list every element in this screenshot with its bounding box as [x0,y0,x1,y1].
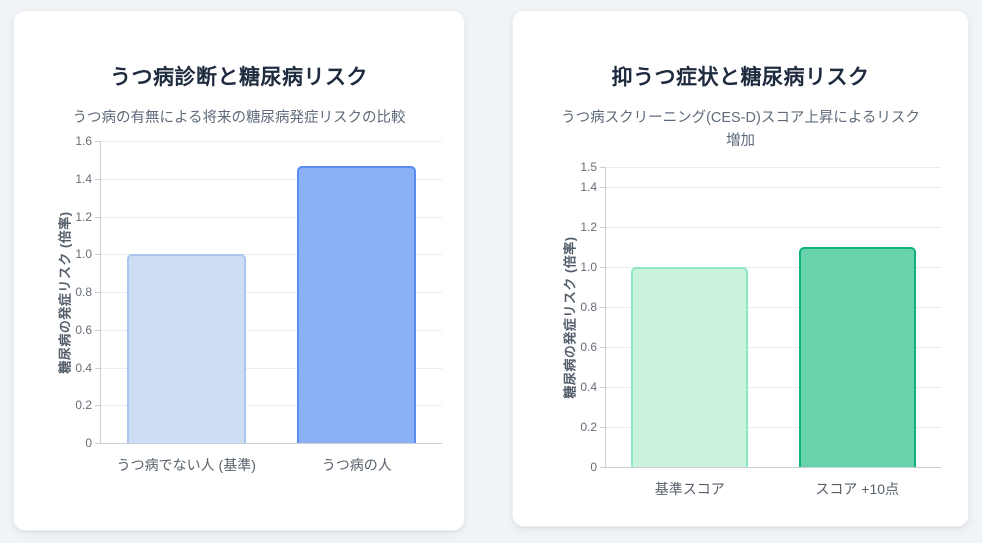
y-axis-title: 糖尿病の発症リスク (倍率) [562,235,578,399]
y-tick-mark [600,167,605,168]
y-tick-label: 0.6 [580,340,597,354]
y-tick-mark [95,329,100,331]
y-tick-label: 0.2 [580,420,597,434]
y-tick-mark [600,387,605,388]
y-tick-mark [95,216,100,218]
x-axis-label: うつ病の人 [321,457,392,473]
y-tick-label: 1.5 [580,160,597,174]
y-gridline [101,178,442,180]
bar-1[interactable] [297,165,417,443]
y-tick-label: 0 [590,460,597,474]
y-gridline [606,387,941,388]
y-tick-mark [95,292,100,293]
y-gridline [101,216,442,218]
y-gridline [101,254,442,256]
y-gridline [101,405,442,407]
chart-title: 抑うつ症状と糖尿病リスク [611,66,870,90]
y-tick-mark [95,178,100,180]
y-tick-mark [95,405,100,407]
y-gridline [606,307,941,308]
y-tick-label: 0.8 [75,285,92,299]
chart-subtitle: うつ病スクリーニング(CES-D)スコア上昇によるリスク増加 [561,109,920,149]
x-axis-label: スコア +10点 [815,481,900,497]
y-tick-label: 1.2 [75,209,92,224]
chart-subtitle: うつ病の有無による将来の糖尿病発症リスクの比較 [72,109,406,126]
chart-card-depression-diagnosis: うつ病診断と糖尿病リスク うつ病の有無による将来の糖尿病発症リスクの比較 0 0.… [13,10,465,531]
y-gridline [101,292,442,293]
y-gridline [101,329,442,331]
plot-area: 0 0.2 0.4 0.6 0.8 1.0 1.2 1.4 1.6 うつ病でない人 (基準) うつ病… [75,134,442,473]
y-tick-mark [600,427,605,428]
bar-1[interactable] [798,247,916,467]
y-tick-label: 0.6 [75,322,92,337]
y-tick-mark [95,443,100,444]
y-gridline [606,267,941,268]
y-gridline [606,167,941,168]
y-gridline [101,141,442,142]
y-tick-label: 0.4 [75,360,92,375]
y-gridline [101,367,442,369]
y-tick-mark [600,467,605,468]
x-axis-label: うつ病でない人 (基準) [116,457,256,473]
y-tick-label: 1.0 [580,260,597,274]
y-tick-mark [600,227,605,228]
plot-area: 0 0.2 0.4 0.6 0.8 1.0 1.2 1.4 1.5 基準スコア スコア +10点 [580,160,941,497]
y-tick-label: 1.4 [580,180,597,194]
y-tick-mark [95,367,100,369]
chart-title: うつ病診断と糖尿病リスク [110,66,368,90]
y-gridline [606,227,941,228]
chart-card-depressive-symptoms: 抑うつ症状と糖尿病リスク うつ病スクリーニング(CES-D)スコア上昇によるリス… [512,10,969,527]
y-tick-label: 0 [85,436,92,450]
bar-0[interactable] [126,254,246,443]
y-tick-mark [95,254,100,256]
y-tick-label: 1.4 [75,171,92,186]
y-axis-title: 糖尿病の発症リスク (倍率) [57,210,73,374]
y-tick-label: 1.6 [75,134,92,148]
y-tick-label: 1.0 [75,247,92,262]
y-tick-mark [600,307,605,308]
y-gridline [606,187,941,188]
y-gridline [606,347,941,348]
y-gridline [606,427,941,428]
x-axis-label: 基準スコア [654,481,725,497]
y-tick-label: 0.8 [580,300,597,314]
y-tick-mark [600,267,605,268]
y-tick-mark [600,187,605,188]
y-tick-label: 0.4 [580,380,597,394]
y-tick-label: 1.2 [580,220,597,234]
bar-0[interactable] [631,267,749,467]
y-tick-mark [600,347,605,348]
y-tick-mark [95,141,100,142]
y-tick-label: 0.2 [75,398,92,413]
